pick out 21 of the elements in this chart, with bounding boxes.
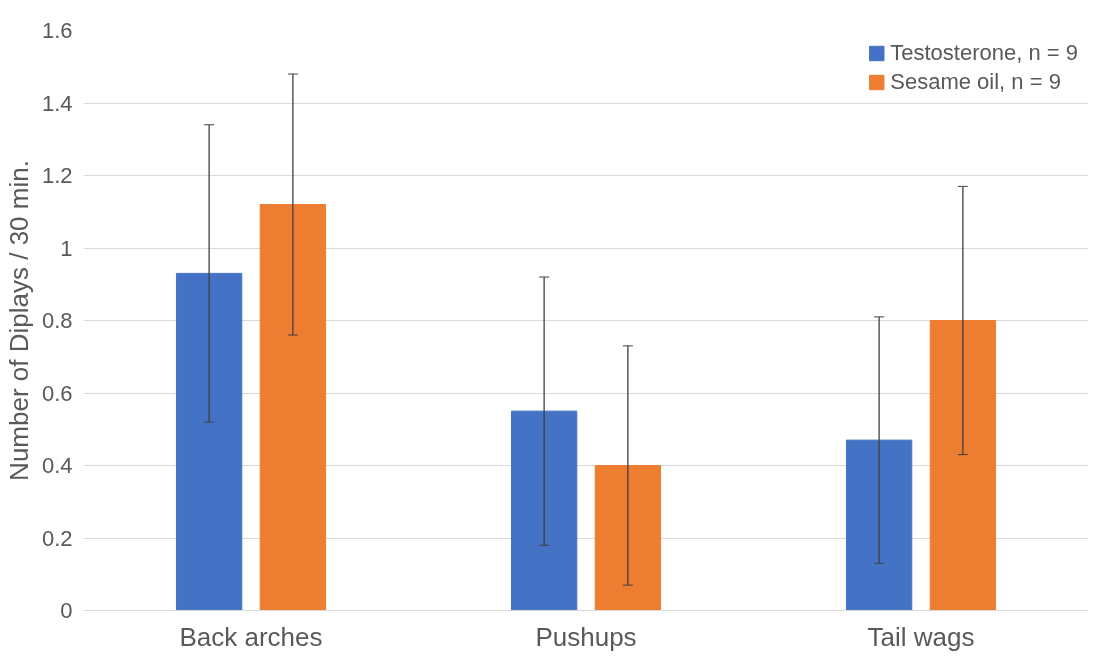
bar [175, 272, 243, 611]
y-tick-label: 0.4 [41, 453, 73, 478]
y-tick-label: 1.2 [41, 163, 73, 188]
y-tick-label: 0.2 [41, 525, 73, 551]
y-tick-label: 1 [60, 235, 73, 261]
bar [510, 410, 578, 611]
x-tick-label: Pushups [535, 621, 637, 652]
legend-label: Sesame oil, n = 9 [890, 69, 1061, 95]
bar [259, 204, 327, 611]
x-tick-label: Back arches [179, 621, 323, 652]
y-axis-title: Number of Diplays / 30 min. [3, 160, 34, 481]
y-tick-label: 0.6 [41, 380, 73, 406]
bar [929, 320, 997, 611]
bar [594, 465, 662, 611]
y-tick-label: 0 [60, 598, 73, 623]
legend-label: Testosterone, n = 9 [890, 40, 1078, 66]
y-tick-label: 1.6 [41, 18, 73, 43]
bar [845, 439, 913, 611]
y-tick-label: 0.8 [41, 308, 73, 333]
y-tick-label: 1.4 [41, 90, 73, 116]
x-tick-label: Tail wags [867, 621, 975, 652]
